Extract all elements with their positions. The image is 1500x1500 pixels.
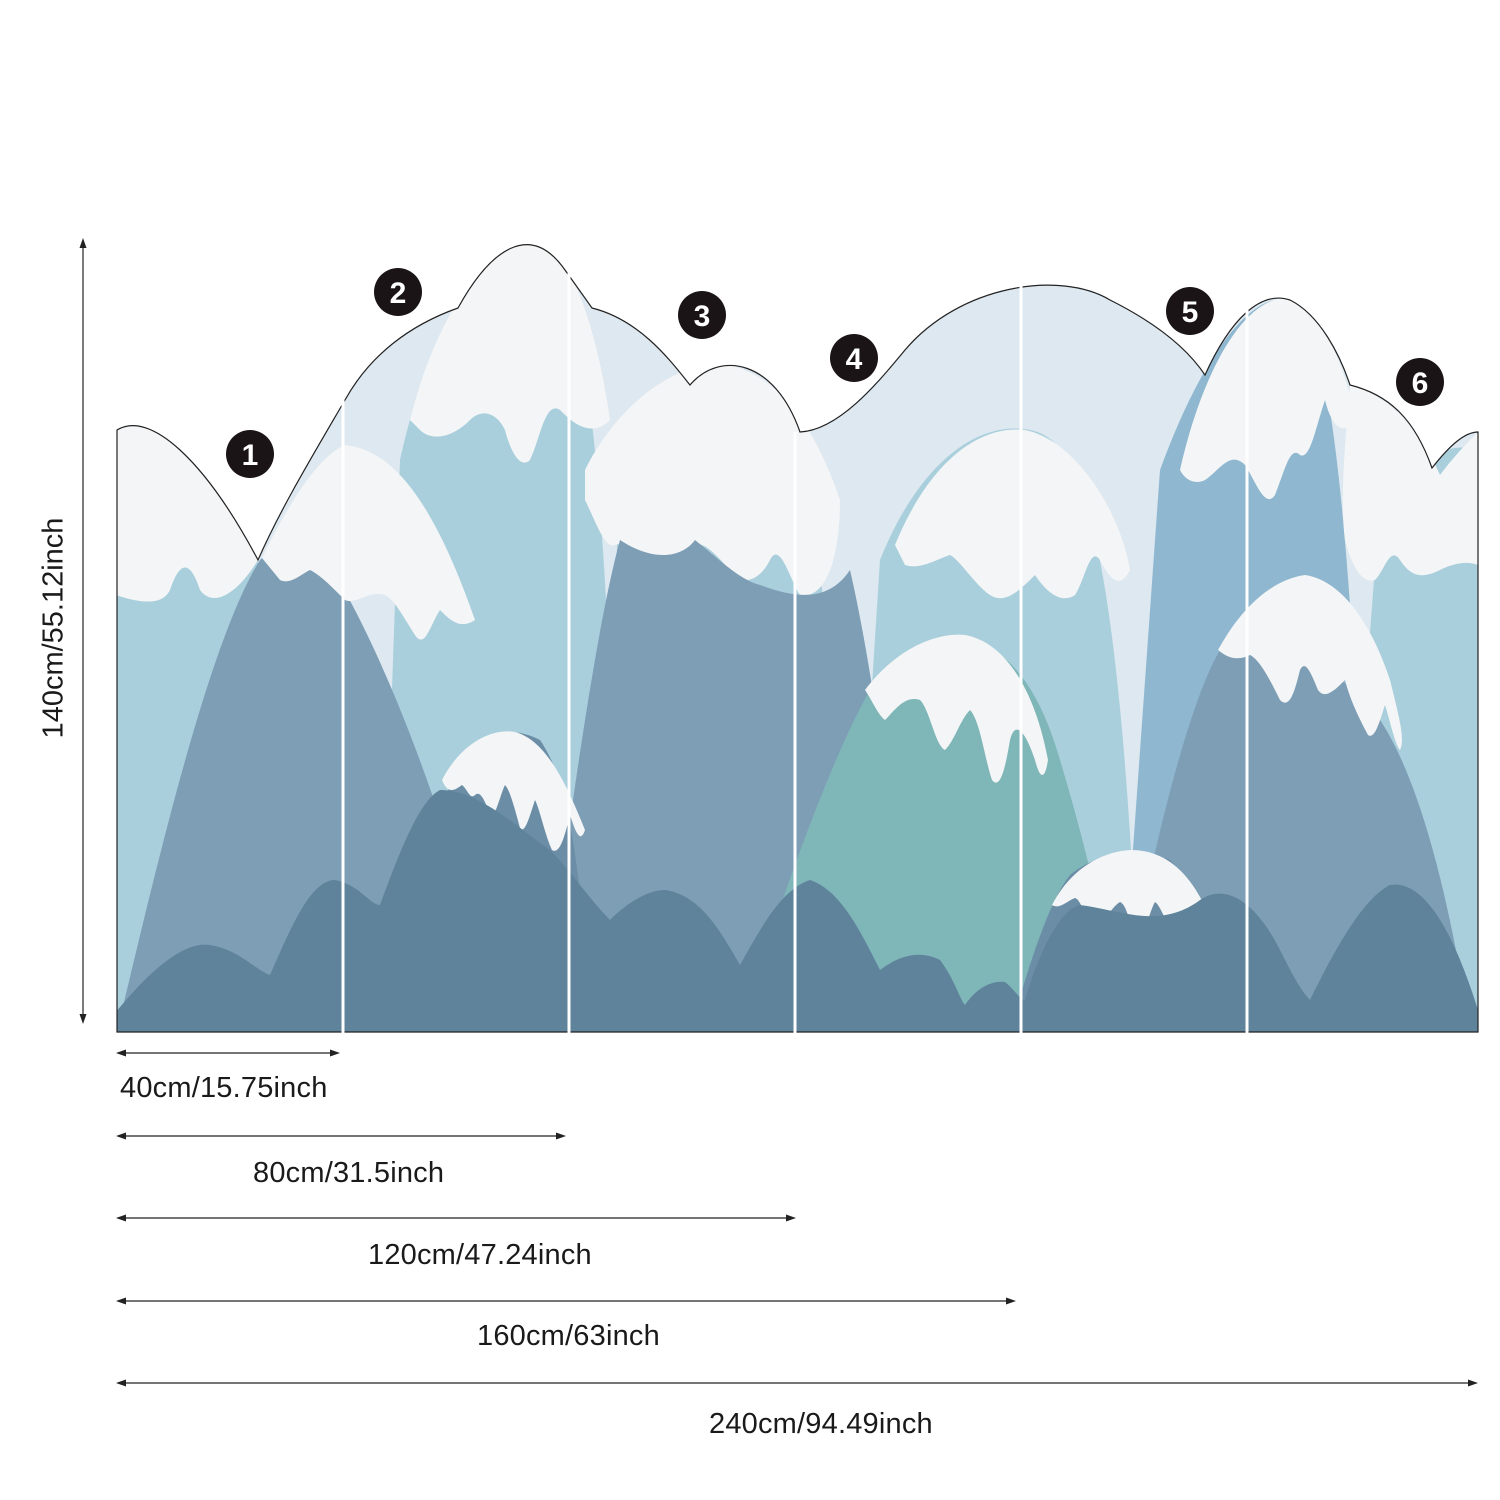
back-peak-3-snow bbox=[585, 363, 840, 596]
width-label-40cm: 40cm/15.75inch bbox=[120, 1072, 328, 1104]
arrow-left-icon bbox=[116, 1049, 126, 1057]
back-peak-1-snow bbox=[117, 423, 258, 602]
width-label-160cm: 160cm/63inch bbox=[477, 1320, 660, 1352]
width-arrow-3 bbox=[116, 1214, 796, 1222]
arrow-right-icon bbox=[1006, 1297, 1016, 1305]
arrow-down-icon bbox=[79, 1014, 87, 1024]
width-arrow-5 bbox=[116, 1379, 1478, 1387]
arrow-left-icon bbox=[116, 1379, 126, 1387]
back-peak-5-snow bbox=[1180, 298, 1355, 500]
width-arrow-1 bbox=[116, 1049, 340, 1057]
panel-number-5: 5 bbox=[1182, 296, 1199, 329]
panel-number-1: 1 bbox=[242, 439, 259, 472]
panel-badge-5: 5 bbox=[1166, 287, 1214, 335]
arrow-left-icon bbox=[116, 1297, 126, 1305]
back-peak-4-snow bbox=[895, 429, 1130, 599]
mid-peak-d-snow bbox=[1218, 575, 1402, 750]
panel-number-6: 6 bbox=[1412, 367, 1429, 400]
width-arrow-2 bbox=[116, 1132, 566, 1140]
arrow-right-icon bbox=[786, 1214, 796, 1222]
arrow-left-icon bbox=[116, 1132, 126, 1140]
width-arrow-4 bbox=[116, 1297, 1016, 1305]
arrow-left-icon bbox=[116, 1214, 126, 1222]
width-label-120cm: 120cm/47.24inch bbox=[368, 1239, 592, 1271]
front-peak-snowcap-small-snow bbox=[442, 731, 585, 851]
panel-badge-6: 6 bbox=[1396, 358, 1444, 406]
arrow-right-icon bbox=[1468, 1379, 1478, 1387]
arrow-up-icon bbox=[79, 238, 87, 248]
panel-badge-4: 4 bbox=[830, 334, 878, 382]
width-label-240cm: 240cm/94.49inch bbox=[709, 1408, 933, 1440]
panel-number-2: 2 bbox=[390, 277, 407, 310]
mid-peak-b-snow bbox=[262, 445, 475, 640]
arrow-right-icon bbox=[330, 1049, 340, 1057]
height-label: 140cm/55.12inch bbox=[37, 517, 70, 739]
panel-badge-1: 1 bbox=[226, 430, 274, 478]
panel-seams bbox=[341, 265, 1249, 1034]
width-label-80cm: 80cm/31.5inch bbox=[253, 1157, 445, 1189]
height-arrow bbox=[79, 238, 87, 1024]
panel-number-3: 3 bbox=[694, 300, 711, 333]
back-peak-6-snow bbox=[1342, 385, 1478, 581]
panel-badge-2: 2 bbox=[374, 268, 422, 316]
foreground-hills bbox=[117, 790, 1478, 1032]
back-peak-2-snow bbox=[410, 244, 610, 463]
panel-badge-3: 3 bbox=[678, 291, 726, 339]
panel-number-4: 4 bbox=[846, 343, 863, 376]
arrow-right-icon bbox=[556, 1132, 566, 1140]
mountain-mural bbox=[117, 244, 1478, 1033]
teal-peak-snow bbox=[865, 634, 1048, 783]
